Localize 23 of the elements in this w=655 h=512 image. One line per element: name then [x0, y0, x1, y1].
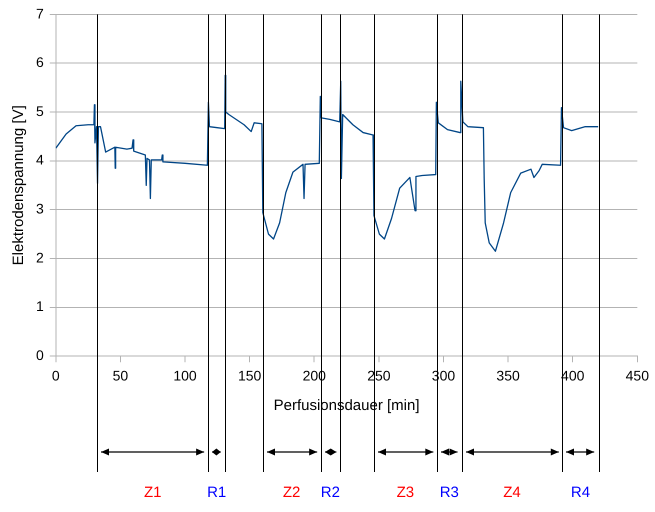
text: Z1 [144, 484, 162, 501]
x-tick-label: 50 [112, 367, 128, 384]
y-tick-label: 4 [36, 152, 44, 168]
y-tick-label: 0 [36, 347, 44, 364]
x-tick-label: 450 [626, 367, 650, 384]
y-tick-label: 2 [36, 249, 44, 266]
x-tick-label: 100 [173, 367, 197, 384]
y-tick-label: 7 [36, 5, 44, 22]
text: R1 [207, 484, 226, 501]
text: Z2 [282, 484, 300, 501]
text: R4 [570, 484, 590, 501]
y-tick-label: 3 [36, 200, 44, 217]
x-tick-label: 350 [496, 367, 520, 384]
text: Z4 [503, 484, 521, 501]
y-tick-label: 5 [36, 102, 44, 119]
x-tick-label: 0 [52, 367, 60, 384]
y-axis-title: Elektrodenspannung [V] [10, 105, 28, 266]
y-tick-label: 1 [36, 298, 44, 314]
y-tick-label: 6 [36, 54, 44, 70]
x-tick-label: 150 [238, 367, 262, 384]
text: Z3 [396, 484, 414, 501]
text: R3 [440, 484, 459, 501]
text: R2 [320, 484, 340, 501]
